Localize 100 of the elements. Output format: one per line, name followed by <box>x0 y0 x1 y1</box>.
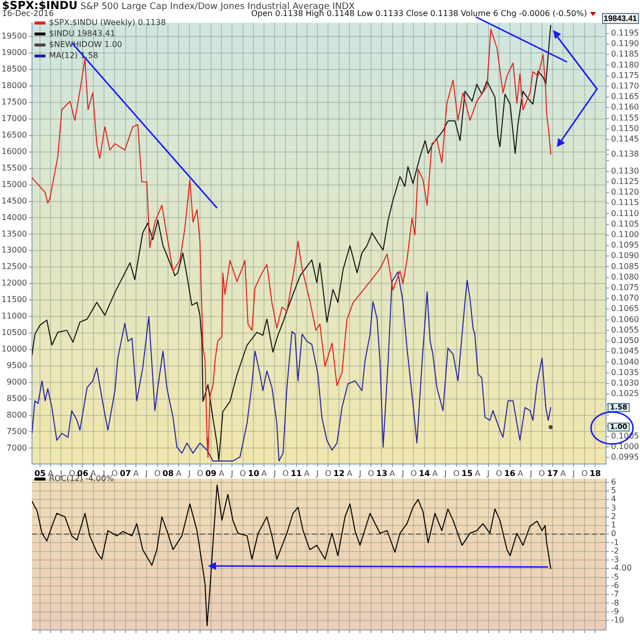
y2-tick-label: 0.1160 <box>611 102 639 112</box>
y-tick-label: 17500 <box>2 98 27 107</box>
x-tick-label: J <box>272 468 276 478</box>
x-tick-label: O <box>196 468 204 478</box>
y-tick-label: 14500 <box>2 196 27 206</box>
x-tick-label: 09 <box>205 468 217 478</box>
y2-tick-label: 0.0995 <box>611 452 639 462</box>
x-tick-label: J <box>486 468 490 478</box>
y2-tick-label: 0.1180 <box>611 60 639 70</box>
y-tick-label: 3 <box>611 503 616 512</box>
x-tick-label: 11 <box>290 468 302 478</box>
y2-tick-label: 0.1095 <box>611 240 639 250</box>
x-tick-label: O <box>325 468 332 478</box>
y2-tick-label: 0.1070 <box>611 294 639 303</box>
x-tick-label: A <box>474 468 481 478</box>
x-tick-label: 12 <box>333 468 345 478</box>
x-tick-label: O <box>112 468 118 478</box>
y2-tick-label: 0.1170 <box>611 82 639 91</box>
y-tick-label: 7500 <box>6 426 27 436</box>
y-tick-label: 16500 <box>2 130 27 140</box>
y2-tick-label: 0.1065 <box>611 304 639 314</box>
y-tick-label: -6 <box>611 581 619 590</box>
y2-tick-label: 0.1155 <box>611 113 639 122</box>
y-tick-label: 8000 <box>6 410 27 420</box>
y-tick-label: 19000 <box>2 48 27 58</box>
text: 16-Dec-2016 <box>2 9 54 18</box>
x-tick-label: 15 <box>462 468 474 478</box>
y-tick-label: -1 <box>611 538 619 547</box>
y-tick-label: 11000 <box>2 312 27 321</box>
y-tick-label: 10000 <box>2 344 27 354</box>
y2-tick-label: 0.1175 <box>611 70 639 80</box>
y-tick-label: 8500 <box>6 394 27 403</box>
legend-label: $INDU 19843.41 <box>49 29 116 38</box>
y-tick-label: 12500 <box>2 262 27 272</box>
y2-tick-label: 0.1040 <box>611 357 639 366</box>
y-tick-label: 11500 <box>2 295 27 304</box>
y2-tick-label: 0.1090 <box>611 251 639 260</box>
y-tick-label: 1 <box>611 520 616 530</box>
y-tick-label: 0 <box>611 529 616 538</box>
y-tick-label: 9500 <box>6 360 27 370</box>
x-tick-label: J <box>358 468 362 478</box>
y-tick-label: -5 <box>611 572 619 582</box>
y-tick-label: 12000 <box>2 278 27 288</box>
x-tick-label: 05 <box>34 468 46 478</box>
x-tick-label: 08 <box>162 468 174 478</box>
y2-tick-label: 0.1030 <box>611 378 639 388</box>
x-tick-label: A <box>560 468 566 478</box>
y2-tick-label: 0.1110 <box>611 208 639 218</box>
x-tick-label: A <box>176 468 182 478</box>
y-tick-label: -8 <box>611 598 619 608</box>
x-tick-label: 17 <box>546 468 558 478</box>
y-tick-label: 16000 <box>2 146 27 156</box>
x-tick-label: O <box>410 468 417 478</box>
x-tick-label: 10 <box>248 468 260 478</box>
y-tick-label: -7 <box>611 590 619 599</box>
x-tick-label: 14 <box>418 468 430 478</box>
x-tick-label: J <box>144 468 148 478</box>
x-tick-label: 18 <box>590 468 602 478</box>
y2-tick-label: 0.1195 <box>611 28 639 38</box>
x-tick-label: J <box>230 468 234 478</box>
x-tick-label: A <box>304 468 310 478</box>
annotation: 19843.41 <box>602 13 639 24</box>
y2-tick-label: 0.1150 <box>611 124 639 133</box>
x-tick-label: J <box>315 468 319 478</box>
y-tick-label: 10500 <box>2 328 27 338</box>
y-tick-label: -9 <box>611 606 619 616</box>
y2-tick-label: 0.1185 <box>611 50 639 59</box>
y-tick-label: 18500 <box>2 64 27 74</box>
y2-tick-label: 0.1025 <box>611 389 639 398</box>
y-tick-label: 7000 <box>6 443 27 452</box>
y2-tick-label: 0.1035 <box>611 368 639 377</box>
x-tick-label: A <box>390 468 396 478</box>
x-tick-label: O <box>453 468 460 478</box>
x-tick-label: O <box>496 468 502 478</box>
x-tick-label: 13 <box>376 468 388 478</box>
y-tick-label: 13000 <box>2 246 27 255</box>
x-tick-label: A <box>261 468 268 478</box>
y-tick-label: 15000 <box>2 180 27 189</box>
x-tick-label: 16 <box>504 468 516 478</box>
x-tick-label: O <box>368 468 374 478</box>
y2-tick-label: 0.1050 <box>611 336 639 346</box>
y-tick-label: 13500 <box>2 229 27 238</box>
y2-tick-label: 0.1045 <box>611 346 639 356</box>
y-tick-label: 6 <box>611 477 616 486</box>
x-tick-label: 07 <box>120 468 131 478</box>
y2-tick-label: 0.1190 <box>611 39 639 48</box>
y2-tick-label: 0.1120 <box>611 188 639 197</box>
y-tick-label: -10 <box>611 616 624 625</box>
x-tick-label: O <box>538 468 545 478</box>
chart-title: $SPX:$INDU <box>2 0 78 12</box>
x-tick-label: A <box>346 468 353 478</box>
x-tick-label: J <box>572 468 575 478</box>
legend-label: $SPX:$INDU (Weekly) 0.1138 <box>49 18 166 28</box>
y2-tick-label: 0.1125 <box>611 176 639 186</box>
y-tick-label: 4 <box>611 494 616 504</box>
x-tick-label: J <box>528 468 532 478</box>
x-tick-label: J <box>400 468 404 478</box>
x-tick-label: A <box>133 468 140 478</box>
x-tick-label: O <box>282 468 289 478</box>
y2-tick-label: 0.1000 <box>611 442 639 452</box>
